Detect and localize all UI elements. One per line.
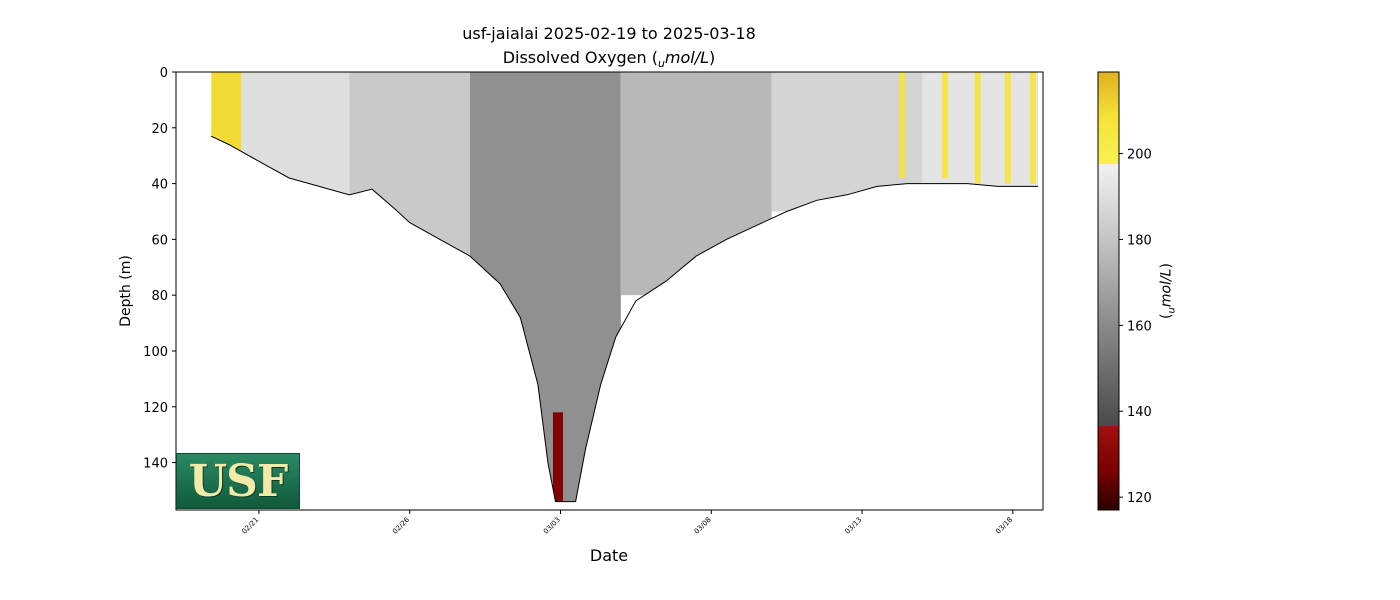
chart-title: usf-jaialai 2025-02-19 to 2025-03-18 bbox=[462, 24, 756, 43]
colorbar: 120 140 160 180 200 bbox=[1097, 71, 1152, 511]
y-tick-label: 0 bbox=[160, 66, 168, 81]
oxygen-zone-7 bbox=[552, 412, 564, 502]
colorbar-tick-label: 120 bbox=[1127, 491, 1152, 506]
plot-frame bbox=[175, 71, 1044, 511]
max-depth-line bbox=[210, 135, 1038, 503]
colorbar-scale bbox=[1097, 71, 1120, 511]
x-axis: 02/21 02/26 03/03 03/08 03/13 03/18 bbox=[240, 510, 1014, 536]
y-axis: 0 20 40 60 80 100 120 140 bbox=[143, 66, 176, 472]
y-tick-label: 60 bbox=[151, 233, 168, 248]
y-tick-label: 80 bbox=[151, 289, 168, 304]
y-tick-label: 140 bbox=[143, 457, 168, 472]
x-tick-label: 02/21 bbox=[240, 516, 260, 536]
y-tick-label: 100 bbox=[143, 345, 168, 360]
oxygen-zone-4 bbox=[620, 72, 772, 296]
x-tick-label: 03/13 bbox=[844, 516, 864, 536]
high-oxygen-streak-1 bbox=[941, 72, 948, 179]
colorbar-label: (umol/L) bbox=[1158, 263, 1178, 319]
y-tick-label: 40 bbox=[151, 178, 168, 193]
high-oxygen-streak-0 bbox=[899, 72, 906, 179]
colorbar-tick-label: 200 bbox=[1127, 148, 1152, 163]
oxygen-field bbox=[211, 72, 1038, 502]
y-axis-label: Depth (m) bbox=[118, 255, 134, 327]
high-oxygen-streak-4 bbox=[1029, 72, 1036, 184]
colorbar-tick-label: 140 bbox=[1127, 405, 1152, 420]
oxygen-zone-2 bbox=[349, 72, 471, 296]
x-tick-label: 03/03 bbox=[542, 516, 562, 536]
oxygen-zone-1 bbox=[241, 72, 350, 240]
high-oxygen-streak-3 bbox=[1004, 72, 1011, 184]
chart-subtitle: Dissolved Oxygen (umol/L) bbox=[502, 48, 716, 71]
x-axis-label: Date bbox=[589, 546, 629, 565]
colorbar-tick-label: 160 bbox=[1127, 319, 1152, 334]
plot-area bbox=[210, 72, 1038, 503]
oxygen-zone-0 bbox=[211, 72, 242, 198]
x-tick-label: 03/08 bbox=[693, 516, 713, 536]
y-tick-label: 120 bbox=[143, 401, 168, 416]
x-tick-label: 02/26 bbox=[391, 515, 411, 535]
colorbar-tick-label: 180 bbox=[1127, 233, 1152, 248]
logo-text: USF bbox=[188, 455, 288, 507]
usf-logo: USF bbox=[176, 453, 300, 509]
x-tick-label: 03/18 bbox=[994, 516, 1014, 536]
y-tick-label: 20 bbox=[151, 122, 168, 137]
high-oxygen-streak-2 bbox=[974, 72, 981, 184]
